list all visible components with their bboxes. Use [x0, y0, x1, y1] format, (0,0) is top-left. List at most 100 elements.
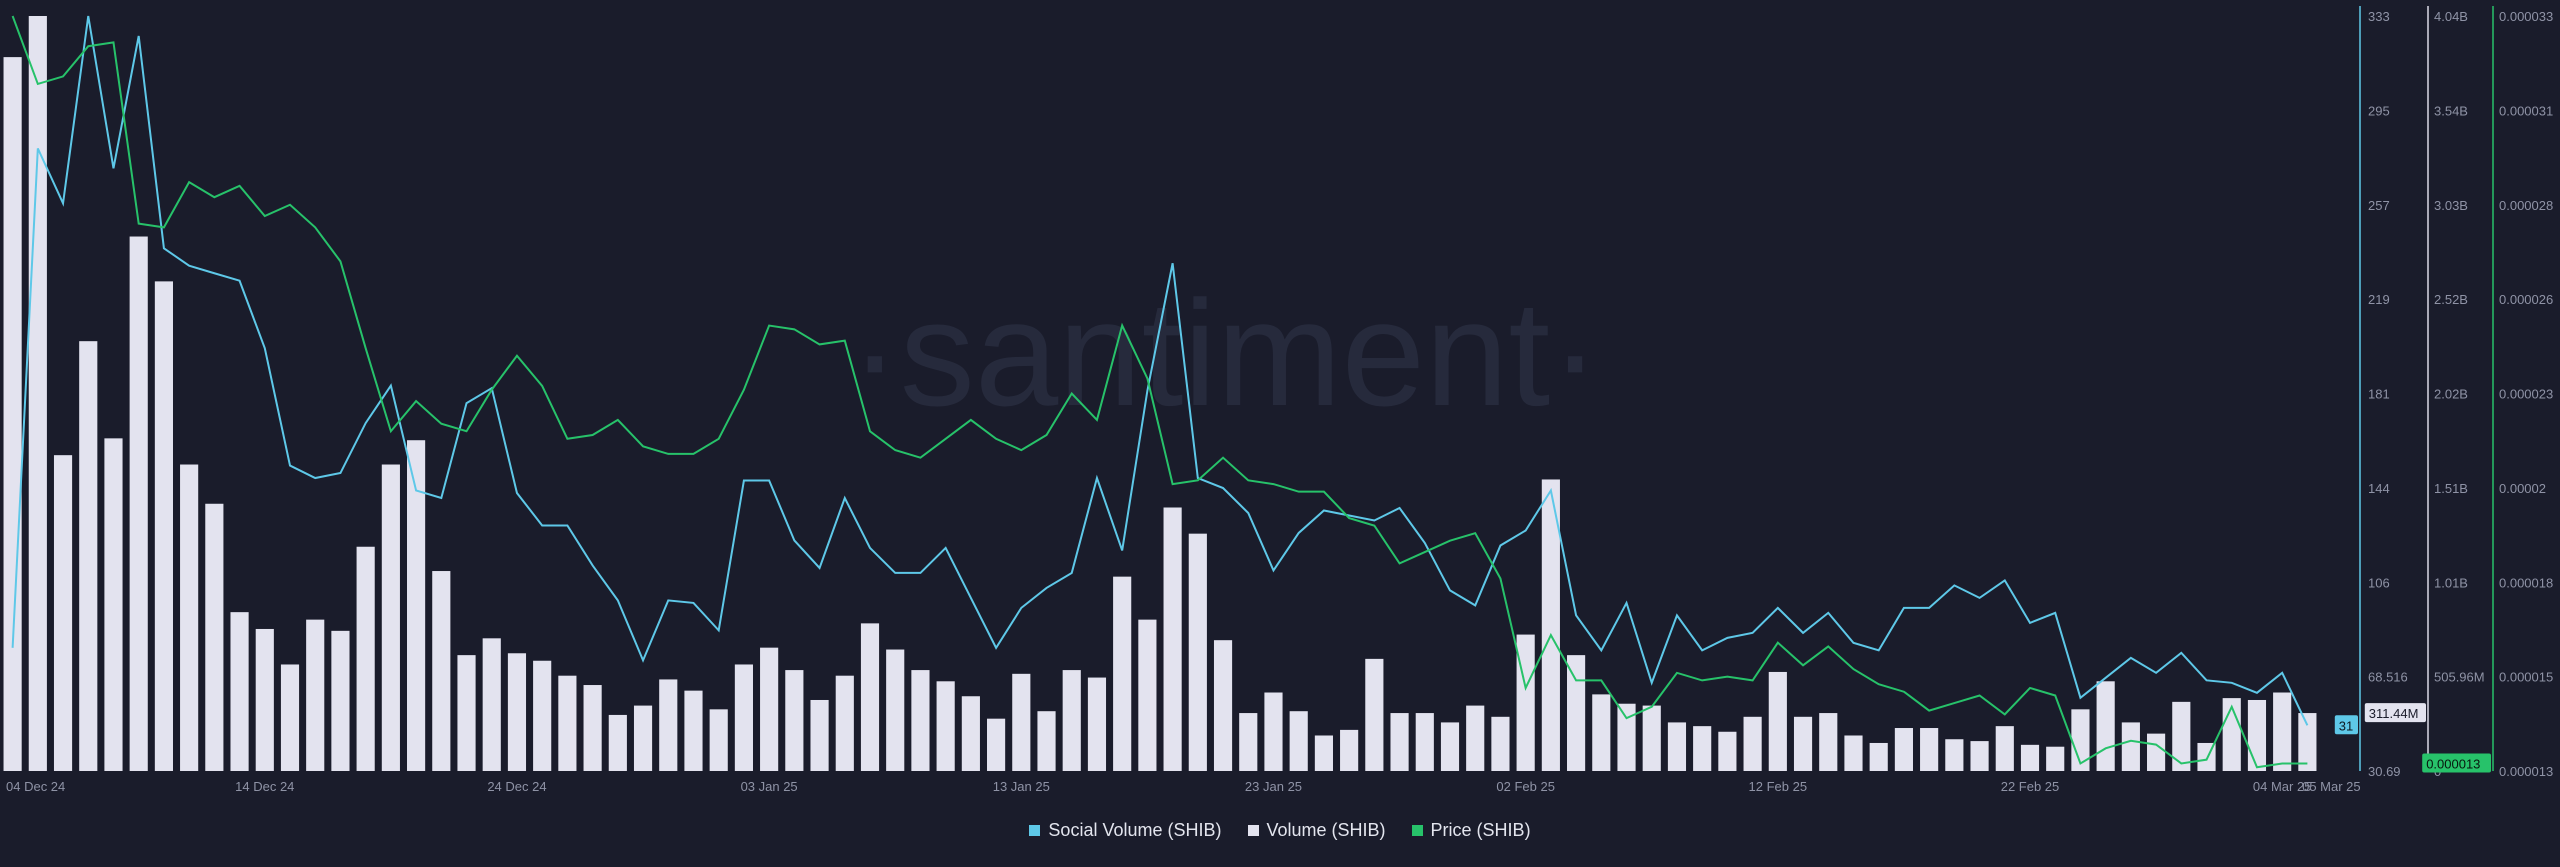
- volume-bar: [482, 638, 501, 771]
- social-tick-label: 257: [2368, 198, 2390, 213]
- volume-bar: [1718, 731, 1737, 771]
- volume-bar: [785, 670, 804, 771]
- volume-bar: [1012, 673, 1031, 771]
- price-tick-label: 0.000013: [2499, 764, 2553, 779]
- volume-bar: [835, 675, 854, 771]
- x-tick-label: 03 Jan 25: [741, 779, 798, 794]
- x-tick-label: 14 Dec 24: [235, 779, 294, 794]
- price-tick-label: 0.000015: [2499, 670, 2553, 685]
- volume-bar: [1087, 677, 1107, 771]
- legend-item-social[interactable]: Social Volume (SHIB): [1029, 820, 1222, 841]
- volume-bar: [608, 714, 627, 771]
- volume-bar: [1213, 640, 1233, 771]
- volume-tick-label: 505.96M: [2434, 670, 2485, 685]
- social-volume-line: [11, 15, 2309, 726]
- legend-label-price: Price (SHIB): [1430, 820, 1531, 840]
- volume-bar: [2071, 709, 2090, 771]
- volume-bar: [1062, 670, 1081, 771]
- volume-bar: [1567, 655, 1586, 771]
- volume-bar: [407, 440, 426, 771]
- price-tick-label: 0.000026: [2499, 292, 2553, 307]
- watermark: ·santiment·: [850, 269, 1600, 437]
- volume-bar: [2020, 744, 2040, 771]
- volume-bar: [886, 649, 905, 771]
- volume-bar: [1113, 576, 1132, 771]
- volume-bar: [1289, 711, 1308, 771]
- volume-bar: [1239, 713, 1258, 771]
- volume-bar: [381, 464, 400, 771]
- social-tick-label: 333: [2368, 9, 2390, 24]
- volume-bar: [1037, 711, 1056, 771]
- volume-bar: [1920, 728, 1939, 771]
- volume-bar: [1970, 741, 1989, 771]
- legend-label-volume: Volume (SHIB): [1266, 820, 1386, 840]
- volume-tick-label: 1.51B: [2434, 481, 2468, 496]
- social-tick-label: 144: [2368, 481, 2390, 496]
- volume-tick-label: 4.04B: [2434, 9, 2468, 24]
- legend-item-volume[interactable]: Volume (SHIB): [1247, 820, 1386, 841]
- volume-bar: [1491, 716, 1510, 771]
- price-tick-label: 0.000023: [2499, 387, 2553, 402]
- volume-bar: [2121, 722, 2140, 771]
- volume-current-value: 311.44M: [2369, 706, 2419, 721]
- volume-current-badge: [2364, 703, 2426, 723]
- volume-bar: [180, 464, 199, 771]
- x-tick-label: 04 Mar 25: [2253, 779, 2312, 794]
- x-tick-label: 05 Mar 25: [2302, 779, 2361, 794]
- x-tick-label: 04 Dec 24: [6, 779, 65, 794]
- volume-bar: [1844, 735, 1863, 771]
- volume-bar: [28, 16, 47, 771]
- volume-bar: [1188, 533, 1207, 771]
- volume-bar: [1995, 726, 2014, 771]
- volume-tick-label: 3.54B: [2434, 103, 2468, 118]
- volume-bar: [961, 696, 980, 771]
- volume-bar: [280, 664, 300, 771]
- price-tick-label: 0.000033: [2499, 9, 2553, 24]
- x-tick-label: 02 Feb 25: [1496, 779, 1555, 794]
- social-tick-label: 181: [2368, 387, 2390, 402]
- volume-bar: [760, 647, 779, 771]
- volume-bar: [3, 57, 22, 771]
- volume-bar: [2046, 746, 2065, 771]
- volume-bar: [2273, 692, 2292, 771]
- legend-swatch-social: [1029, 825, 1041, 836]
- volume-bar: [356, 546, 375, 771]
- volume-bar: [987, 718, 1006, 771]
- volume-bar: [1163, 507, 1182, 771]
- volume-bar: [230, 612, 249, 771]
- volume-tick-label: 3.03B: [2434, 198, 2468, 213]
- legend: Social Volume (SHIB) Volume (SHIB) Price…: [0, 820, 2560, 841]
- social-tick-label: 68.516: [2368, 670, 2408, 685]
- social-tick-label: 295: [2368, 103, 2390, 118]
- volume-bar: [1667, 722, 1687, 771]
- legend-item-price[interactable]: Price (SHIB): [1411, 820, 1531, 841]
- price-tick-label: 0.00002: [2499, 481, 2546, 496]
- volume-tick-label: 2.52B: [2434, 292, 2468, 307]
- volume-tick-label: 2.02B: [2434, 387, 2468, 402]
- volume-bar: [1894, 728, 1913, 771]
- social-tick-label: 219: [2368, 292, 2390, 307]
- volume-bar: [1617, 703, 1636, 771]
- volume-bar: [1440, 722, 1460, 771]
- price-current-badge: [2422, 753, 2491, 773]
- volume-bar: [154, 281, 173, 771]
- volume-bar: [1945, 739, 1964, 771]
- volume-bar: [810, 699, 829, 771]
- volume-bar: [205, 503, 224, 771]
- volume-bar: [331, 630, 350, 771]
- volume-bar: [1264, 692, 1283, 771]
- volume-bar: [129, 236, 148, 772]
- volume-bar: [53, 455, 73, 771]
- price-tick-label: 0.000031: [2499, 103, 2553, 118]
- volume-bar: [709, 709, 728, 771]
- price-tick-label: 0.000028: [2499, 198, 2553, 213]
- volume-bar: [1541, 479, 1560, 771]
- volume-bar: [860, 623, 880, 771]
- volume-bar: [2147, 733, 2166, 771]
- price-current-value: 0.000013: [2426, 756, 2480, 771]
- volume-bar: [533, 660, 552, 771]
- legend-label-social: Social Volume (SHIB): [1048, 820, 1222, 840]
- volume-bar: [1314, 735, 1333, 771]
- volume-bar: [684, 690, 703, 771]
